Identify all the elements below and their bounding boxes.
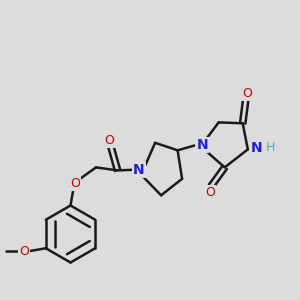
Text: N: N: [196, 138, 208, 152]
Text: O: O: [105, 134, 114, 147]
Text: N: N: [133, 163, 144, 177]
Text: O: O: [205, 186, 214, 199]
Text: H: H: [266, 141, 275, 154]
Text: N: N: [250, 141, 262, 155]
Text: O: O: [70, 177, 80, 190]
Text: O: O: [242, 87, 252, 100]
Text: O: O: [19, 245, 29, 258]
